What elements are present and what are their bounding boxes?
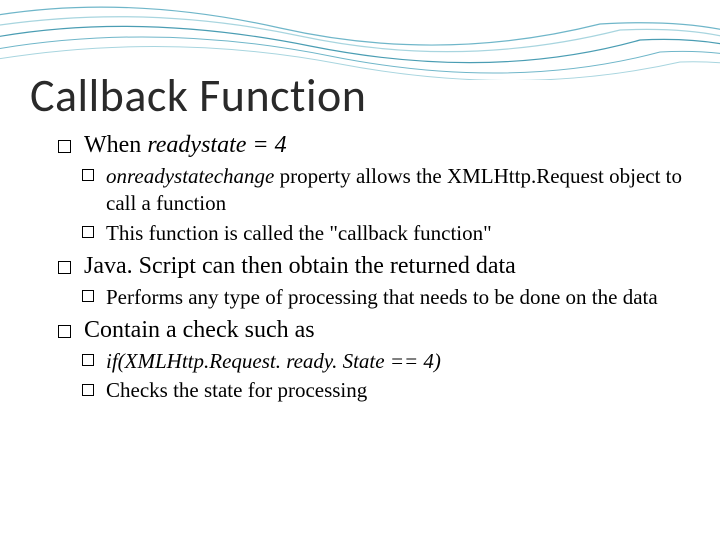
bullet-text-italic: if(XMLHttp.Request. ready. State == 4) bbox=[106, 349, 441, 373]
bullet-text-italic: readystate = 4 bbox=[147, 132, 286, 158]
bullet-text: Contain a check such as bbox=[84, 317, 315, 343]
bullet-text-italic: onreadystatechange bbox=[106, 164, 274, 188]
bullet-readystate: When readystate = 4 bbox=[58, 132, 690, 159]
square-bullet-icon bbox=[82, 169, 94, 181]
bullet-contain-check: Contain a check such as bbox=[58, 317, 690, 344]
bullet-text: When bbox=[84, 132, 147, 158]
square-bullet-icon bbox=[82, 354, 94, 366]
square-bullet-icon bbox=[82, 290, 94, 302]
bullet-performs-processing: Performs any type of processing that nee… bbox=[82, 284, 690, 311]
bullet-onreadystatechange: onreadystatechange property allows the X… bbox=[82, 163, 690, 218]
square-bullet-icon bbox=[82, 226, 94, 238]
bullet-javascript-obtain: Java. Script can then obtain the returne… bbox=[58, 253, 690, 280]
square-bullet-icon bbox=[82, 384, 94, 396]
square-bullet-icon bbox=[58, 140, 71, 153]
slide-title: Callback Function bbox=[30, 68, 690, 124]
square-bullet-icon bbox=[58, 261, 71, 274]
bullet-callback-name: This function is called the "callback fu… bbox=[82, 220, 690, 247]
bullet-if-statement: if(XMLHttp.Request. ready. State == 4) bbox=[82, 348, 690, 375]
bullet-text: Performs any type of processing that nee… bbox=[106, 285, 658, 309]
bullet-text: This function is called the "callback fu… bbox=[106, 221, 492, 245]
bullet-checks-state: Checks the state for processing bbox=[82, 377, 690, 404]
square-bullet-icon bbox=[58, 325, 71, 338]
bullet-text: Java. Script can then obtain the returne… bbox=[84, 253, 516, 279]
bullet-text: Checks the state for processing bbox=[106, 378, 367, 402]
